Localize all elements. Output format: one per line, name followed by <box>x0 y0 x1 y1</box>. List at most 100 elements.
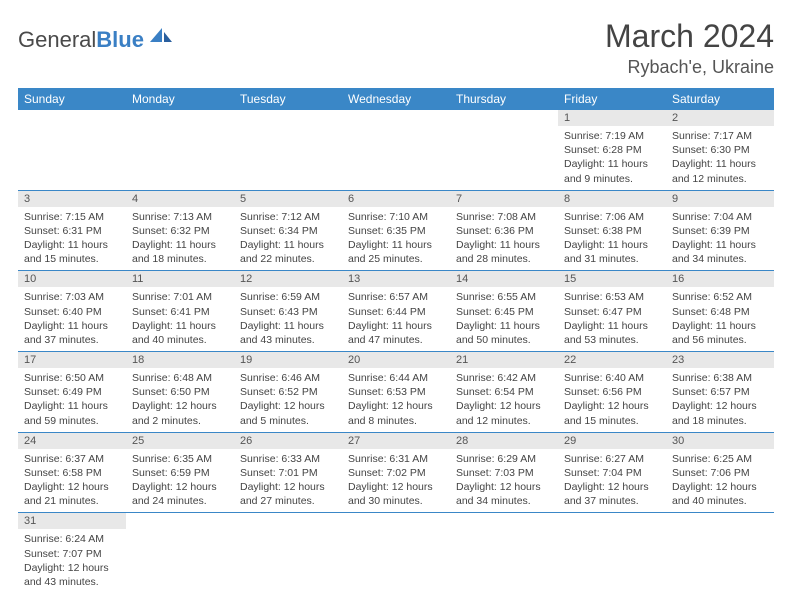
calendar-day-cell <box>342 513 450 593</box>
weekday-header: Saturday <box>666 88 774 110</box>
day-number: 16 <box>666 271 774 287</box>
day-details: Sunrise: 6:57 AMSunset: 6:44 PMDaylight:… <box>342 287 450 351</box>
calendar-day-cell <box>450 513 558 593</box>
calendar-day-cell: 15Sunrise: 6:53 AMSunset: 6:47 PMDayligh… <box>558 271 666 352</box>
daylight-text: and 9 minutes. <box>564 172 660 186</box>
daylight-text: and 18 minutes. <box>672 414 768 428</box>
day-number: 10 <box>18 271 126 287</box>
daylight-text: Daylight: 11 hours <box>24 399 120 413</box>
daylight-text: Daylight: 11 hours <box>564 157 660 171</box>
day-number: 9 <box>666 191 774 207</box>
daylight-text: and 56 minutes. <box>672 333 768 347</box>
daylight-text: Daylight: 11 hours <box>672 319 768 333</box>
sunset-text: Sunset: 6:57 PM <box>672 385 768 399</box>
daylight-text: and 31 minutes. <box>564 252 660 266</box>
daylight-text: Daylight: 11 hours <box>24 238 120 252</box>
day-details: Sunrise: 6:44 AMSunset: 6:53 PMDaylight:… <box>342 368 450 432</box>
sunset-text: Sunset: 6:38 PM <box>564 224 660 238</box>
daylight-text: Daylight: 12 hours <box>564 399 660 413</box>
day-details: Sunrise: 7:12 AMSunset: 6:34 PMDaylight:… <box>234 207 342 271</box>
day-number: 21 <box>450 352 558 368</box>
calendar-day-cell: 4Sunrise: 7:13 AMSunset: 6:32 PMDaylight… <box>126 190 234 271</box>
sunrise-text: Sunrise: 6:24 AM <box>24 532 120 546</box>
calendar-day-cell: 31Sunrise: 6:24 AMSunset: 7:07 PMDayligh… <box>18 513 126 593</box>
location-subtitle: Rybach'e, Ukraine <box>605 57 774 78</box>
daylight-text: and 28 minutes. <box>456 252 552 266</box>
calendar-week-row: 1Sunrise: 7:19 AMSunset: 6:28 PMDaylight… <box>18 110 774 190</box>
sunset-text: Sunset: 6:30 PM <box>672 143 768 157</box>
sunrise-text: Sunrise: 6:31 AM <box>348 452 444 466</box>
daylight-text: and 5 minutes. <box>240 414 336 428</box>
daylight-text: and 24 minutes. <box>132 494 228 508</box>
day-number: 17 <box>18 352 126 368</box>
sail-icon <box>148 26 174 49</box>
daylight-text: and 15 minutes. <box>24 252 120 266</box>
sunset-text: Sunset: 6:28 PM <box>564 143 660 157</box>
daylight-text: Daylight: 11 hours <box>564 238 660 252</box>
calendar-day-cell: 8Sunrise: 7:06 AMSunset: 6:38 PMDaylight… <box>558 190 666 271</box>
day-number: 3 <box>18 191 126 207</box>
sunrise-text: Sunrise: 7:08 AM <box>456 210 552 224</box>
calendar-day-cell: 7Sunrise: 7:08 AMSunset: 6:36 PMDaylight… <box>450 190 558 271</box>
calendar-day-cell: 2Sunrise: 7:17 AMSunset: 6:30 PMDaylight… <box>666 110 774 190</box>
sunset-text: Sunset: 6:31 PM <box>24 224 120 238</box>
sunrise-text: Sunrise: 6:59 AM <box>240 290 336 304</box>
day-details: Sunrise: 6:24 AMSunset: 7:07 PMDaylight:… <box>18 529 126 593</box>
day-number: 30 <box>666 433 774 449</box>
sunset-text: Sunset: 6:56 PM <box>564 385 660 399</box>
sunset-text: Sunset: 6:44 PM <box>348 305 444 319</box>
daylight-text: Daylight: 12 hours <box>348 480 444 494</box>
sunset-text: Sunset: 6:35 PM <box>348 224 444 238</box>
daylight-text: and 40 minutes. <box>132 333 228 347</box>
daylight-text: Daylight: 12 hours <box>24 561 120 575</box>
day-details: Sunrise: 6:48 AMSunset: 6:50 PMDaylight:… <box>126 368 234 432</box>
daylight-text: and 50 minutes. <box>456 333 552 347</box>
sunrise-text: Sunrise: 6:55 AM <box>456 290 552 304</box>
daylight-text: Daylight: 11 hours <box>456 238 552 252</box>
daylight-text: and 18 minutes. <box>132 252 228 266</box>
daylight-text: Daylight: 12 hours <box>672 399 768 413</box>
daylight-text: and 34 minutes. <box>672 252 768 266</box>
calendar-day-cell: 14Sunrise: 6:55 AMSunset: 6:45 PMDayligh… <box>450 271 558 352</box>
sunrise-text: Sunrise: 6:57 AM <box>348 290 444 304</box>
day-details: Sunrise: 6:55 AMSunset: 6:45 PMDaylight:… <box>450 287 558 351</box>
sunrise-text: Sunrise: 6:33 AM <box>240 452 336 466</box>
daylight-text: Daylight: 11 hours <box>348 319 444 333</box>
calendar-day-cell: 28Sunrise: 6:29 AMSunset: 7:03 PMDayligh… <box>450 432 558 513</box>
daylight-text: Daylight: 11 hours <box>24 319 120 333</box>
day-number: 31 <box>18 513 126 529</box>
calendar-week-row: 17Sunrise: 6:50 AMSunset: 6:49 PMDayligh… <box>18 352 774 433</box>
day-number: 28 <box>450 433 558 449</box>
day-details: Sunrise: 7:03 AMSunset: 6:40 PMDaylight:… <box>18 287 126 351</box>
sunrise-text: Sunrise: 6:42 AM <box>456 371 552 385</box>
weekday-header-row: Sunday Monday Tuesday Wednesday Thursday… <box>18 88 774 110</box>
calendar-week-row: 24Sunrise: 6:37 AMSunset: 6:58 PMDayligh… <box>18 432 774 513</box>
sunrise-text: Sunrise: 6:53 AM <box>564 290 660 304</box>
day-details: Sunrise: 6:40 AMSunset: 6:56 PMDaylight:… <box>558 368 666 432</box>
page-header: GeneralBlue March 2024 Rybach'e, Ukraine <box>18 18 774 78</box>
daylight-text: Daylight: 12 hours <box>456 399 552 413</box>
calendar-day-cell: 20Sunrise: 6:44 AMSunset: 6:53 PMDayligh… <box>342 352 450 433</box>
sunrise-text: Sunrise: 7:12 AM <box>240 210 336 224</box>
weekday-header: Sunday <box>18 88 126 110</box>
sunrise-text: Sunrise: 7:01 AM <box>132 290 228 304</box>
sunset-text: Sunset: 7:07 PM <box>24 547 120 561</box>
daylight-text: and 21 minutes. <box>24 494 120 508</box>
day-number: 26 <box>234 433 342 449</box>
calendar-day-cell: 26Sunrise: 6:33 AMSunset: 7:01 PMDayligh… <box>234 432 342 513</box>
daylight-text: Daylight: 12 hours <box>672 480 768 494</box>
calendar-day-cell: 12Sunrise: 6:59 AMSunset: 6:43 PMDayligh… <box>234 271 342 352</box>
day-details: Sunrise: 6:42 AMSunset: 6:54 PMDaylight:… <box>450 368 558 432</box>
sunrise-text: Sunrise: 7:04 AM <box>672 210 768 224</box>
brand-part2: Blue <box>96 27 144 52</box>
sunrise-text: Sunrise: 6:44 AM <box>348 371 444 385</box>
calendar-day-cell: 19Sunrise: 6:46 AMSunset: 6:52 PMDayligh… <box>234 352 342 433</box>
daylight-text: Daylight: 12 hours <box>348 399 444 413</box>
sunrise-text: Sunrise: 6:37 AM <box>24 452 120 466</box>
sunset-text: Sunset: 6:45 PM <box>456 305 552 319</box>
daylight-text: and 25 minutes. <box>348 252 444 266</box>
daylight-text: and 12 minutes. <box>456 414 552 428</box>
daylight-text: and 27 minutes. <box>240 494 336 508</box>
calendar-day-cell: 21Sunrise: 6:42 AMSunset: 6:54 PMDayligh… <box>450 352 558 433</box>
calendar-day-cell: 22Sunrise: 6:40 AMSunset: 6:56 PMDayligh… <box>558 352 666 433</box>
